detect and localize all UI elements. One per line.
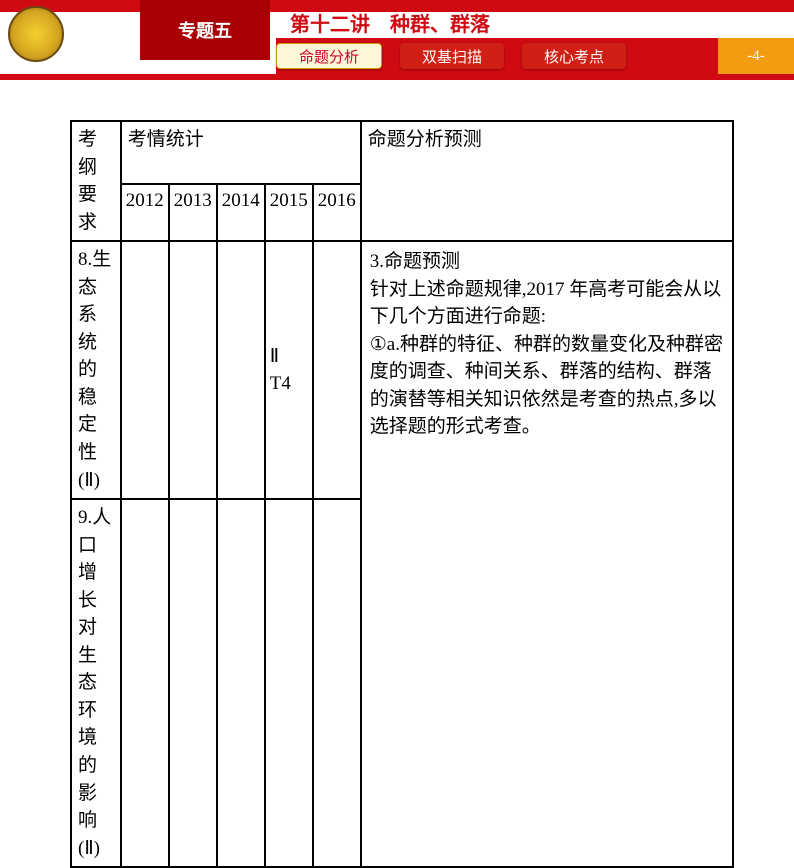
page-number-badge: -4- bbox=[718, 38, 794, 74]
requirement-8: 8.生态 系统的 稳定性 (Ⅱ) bbox=[71, 241, 121, 499]
logo-badge bbox=[8, 6, 64, 62]
cell-8-2013 bbox=[169, 241, 217, 499]
year-2013: 2013 bbox=[169, 184, 217, 241]
cell-9-2015 bbox=[265, 499, 313, 867]
cell-8-2016 bbox=[313, 241, 361, 499]
cell-9-2013 bbox=[169, 499, 217, 867]
red-bar-bottom bbox=[0, 74, 794, 80]
cell-9-2014 bbox=[217, 499, 265, 867]
tab-keypoints[interactable]: 核心考点 bbox=[522, 43, 626, 69]
year-2015: 2015 bbox=[265, 184, 313, 241]
year-2016: 2016 bbox=[313, 184, 361, 241]
cell-8-2015: Ⅱ T4 bbox=[265, 241, 313, 499]
content-area: 考纲要求 考情统计 命题分析预测 2012 2013 2014 2015 201… bbox=[0, 80, 794, 868]
analysis-table: 考纲要求 考情统计 命题分析预测 2012 2013 2014 2015 201… bbox=[70, 120, 734, 868]
tabs-row: 命题分析 双基扫描 核心考点 bbox=[276, 38, 794, 74]
lecture-title: 第十二讲 种群、群落 bbox=[290, 8, 490, 37]
cell-8-2014 bbox=[217, 241, 265, 499]
col-requirements: 考纲要求 bbox=[71, 121, 121, 241]
prediction-cell: 3.命题预测 针对上述命题规律,2017 年高考可能会从以下几个方面进行命题: … bbox=[361, 241, 733, 867]
col-prediction: 命题分析预测 bbox=[361, 121, 733, 241]
slide-header: 专题五 第十二讲 种群、群落 命题分析 双基扫描 核心考点 -4- bbox=[0, 0, 794, 80]
col-stats: 考情统计 bbox=[121, 121, 361, 184]
requirement-9: 9.人口 增长对 生态环 境的影 响(Ⅱ) bbox=[71, 499, 121, 867]
table-header-row-1: 考纲要求 考情统计 命题分析预测 bbox=[71, 121, 733, 184]
cell-9-2016 bbox=[313, 499, 361, 867]
cell-8-2012 bbox=[121, 241, 169, 499]
topic-box: 专题五 bbox=[140, 0, 270, 60]
year-2012: 2012 bbox=[121, 184, 169, 241]
tab-analysis[interactable]: 命题分析 bbox=[276, 43, 382, 69]
table-row: 8.生态 系统的 稳定性 (Ⅱ) Ⅱ T4 3.命题预测 针对上述命题规律,20… bbox=[71, 241, 733, 499]
year-2014: 2014 bbox=[217, 184, 265, 241]
tab-scan[interactable]: 双基扫描 bbox=[400, 43, 504, 69]
cell-9-2012 bbox=[121, 499, 169, 867]
